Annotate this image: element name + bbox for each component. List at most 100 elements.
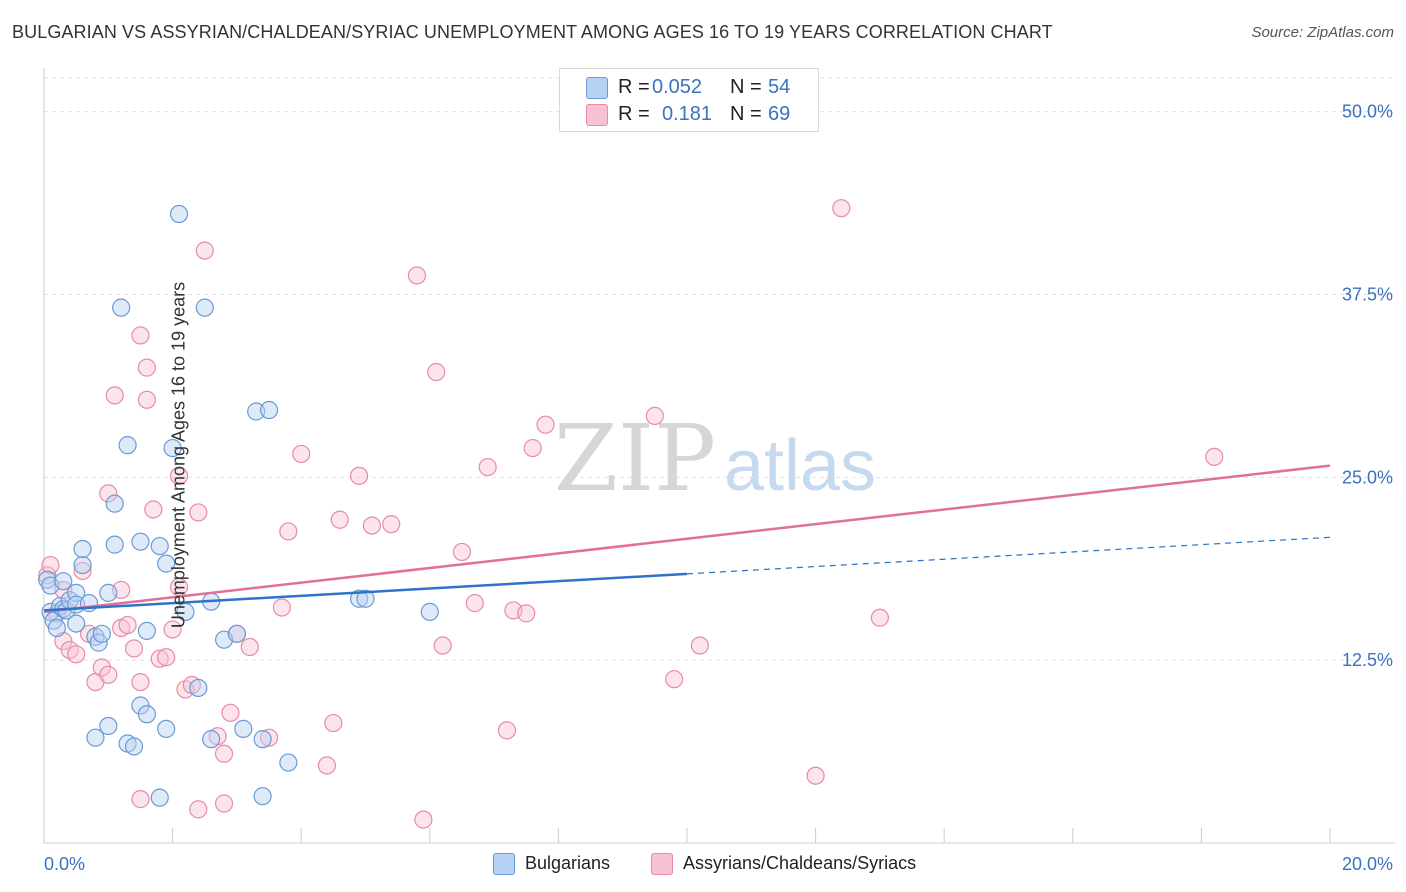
trend-line-bulgarians: [43, 572, 688, 612]
data-point-assyrians[interactable]: [99, 665, 118, 684]
data-point-assyrians[interactable]: [163, 620, 182, 639]
data-point-bulgarians[interactable]: [259, 400, 279, 420]
data-point-bulgarians[interactable]: [47, 618, 66, 638]
data-point-assyrians[interactable]: [73, 561, 92, 581]
data-point-assyrians[interactable]: [523, 438, 542, 458]
data-point-assyrians[interactable]: [349, 466, 369, 485]
trend-line-assyrians: [43, 464, 1331, 614]
data-point-assyrians[interactable]: [279, 522, 298, 541]
data-point-bulgarians[interactable]: [105, 494, 124, 513]
data-point-assyrians[interactable]: [221, 703, 240, 722]
data-point-assyrians[interactable]: [259, 728, 279, 747]
data-point-assyrians[interactable]: [157, 648, 176, 667]
y-tick-label: 37.5%: [1342, 284, 1393, 304]
data-point-assyrians[interactable]: [414, 810, 433, 829]
data-point-assyrians[interactable]: [1205, 447, 1224, 466]
data-point-bulgarians[interactable]: [38, 570, 57, 589]
data-point-bulgarians[interactable]: [195, 298, 214, 317]
data-point-bulgarians[interactable]: [420, 602, 439, 621]
data-point-assyrians[interactable]: [131, 790, 150, 809]
data-point-assyrians[interactable]: [92, 658, 111, 677]
data-point-assyrians[interactable]: [317, 756, 337, 775]
data-point-bulgarians[interactable]: [356, 589, 375, 608]
data-point-assyrians[interactable]: [137, 358, 156, 377]
data-point-bulgarians[interactable]: [99, 716, 118, 736]
data-point-bulgarians[interactable]: [131, 532, 150, 551]
data-point-assyrians[interactable]: [38, 566, 57, 585]
data-point-assyrians[interactable]: [118, 615, 137, 635]
data-point-bulgarians[interactable]: [99, 583, 118, 602]
data-point-bulgarians[interactable]: [189, 678, 208, 698]
x-tick-label-max: 20.0%: [1342, 854, 1393, 874]
data-point-assyrians[interactable]: [131, 673, 150, 692]
data-point-assyrians[interactable]: [105, 386, 124, 405]
data-point-assyrians[interactable]: [330, 510, 349, 529]
data-point-assyrians[interactable]: [407, 266, 427, 285]
data-point-bulgarians[interactable]: [137, 621, 156, 641]
data-point-assyrians[interactable]: [214, 794, 234, 813]
data-point-bulgarians[interactable]: [349, 589, 369, 608]
legend-series: Bulgarians Assyrians/Chaldeans/Syriacs: [0, 852, 1406, 876]
data-point-assyrians[interactable]: [427, 362, 446, 382]
data-point-bulgarians[interactable]: [73, 555, 92, 575]
data-point-assyrians[interactable]: [690, 636, 709, 655]
data-point-assyrians[interactable]: [272, 598, 292, 617]
data-point-assyrians[interactable]: [870, 608, 890, 627]
data-point-bulgarians[interactable]: [163, 438, 182, 458]
data-point-bulgarians[interactable]: [54, 572, 73, 591]
data-point-bulgarians[interactable]: [137, 705, 156, 724]
data-point-bulgarians[interactable]: [253, 787, 272, 806]
data-point-assyrians[interactable]: [131, 326, 150, 345]
data-point-bulgarians[interactable]: [253, 730, 272, 749]
data-point-assyrians[interactable]: [214, 744, 234, 763]
data-point-assyrians[interactable]: [292, 444, 311, 464]
data-point-assyrians[interactable]: [144, 500, 163, 519]
data-point-bulgarians[interactable]: [118, 436, 137, 455]
data-point-bulgarians[interactable]: [124, 737, 144, 756]
data-point-assyrians[interactable]: [150, 649, 169, 668]
data-point-assyrians[interactable]: [433, 636, 452, 655]
data-point-assyrians[interactable]: [240, 637, 259, 657]
data-point-bulgarians[interactable]: [73, 539, 92, 559]
data-point-assyrians[interactable]: [465, 594, 484, 613]
data-point-bulgarians[interactable]: [105, 535, 124, 554]
data-point-assyrians[interactable]: [497, 721, 517, 740]
data-point-assyrians[interactable]: [362, 516, 382, 535]
data-point-bulgarians[interactable]: [92, 624, 111, 643]
y-tick-label: 25.0%: [1342, 467, 1393, 487]
data-point-assyrians[interactable]: [832, 199, 851, 218]
data-point-assyrians[interactable]: [169, 466, 189, 485]
data-point-assyrians[interactable]: [67, 645, 86, 664]
data-point-bulgarians[interactable]: [279, 753, 298, 772]
data-point-assyrians[interactable]: [517, 604, 536, 623]
data-point-assyrians[interactable]: [536, 415, 555, 434]
data-point-assyrians[interactable]: [189, 503, 208, 522]
data-point-assyrians[interactable]: [41, 555, 60, 575]
data-point-bulgarians[interactable]: [112, 298, 131, 317]
data-point-assyrians[interactable]: [324, 713, 343, 733]
data-point-assyrians[interactable]: [195, 241, 214, 260]
data-point-bulgarians[interactable]: [227, 624, 246, 643]
data-point-bulgarians[interactable]: [86, 728, 105, 747]
x-tick-label-min: 0.0%: [44, 854, 85, 874]
data-point-assyrians[interactable]: [452, 542, 472, 562]
grid-layer: [44, 77, 1395, 661]
data-point-bulgarians[interactable]: [202, 730, 221, 749]
data-point-bulgarians[interactable]: [157, 719, 176, 739]
data-point-bulgarians[interactable]: [234, 719, 253, 739]
trend-line-bulgarians-extension: [686, 536, 1331, 575]
data-point-assyrians[interactable]: [478, 457, 497, 477]
data-point-assyrians[interactable]: [665, 670, 684, 689]
data-point-assyrians[interactable]: [99, 484, 118, 503]
data-point-bulgarians[interactable]: [169, 204, 189, 224]
data-point-bulgarians[interactable]: [150, 788, 169, 807]
data-point-assyrians[interactable]: [189, 800, 208, 819]
data-point-assyrians[interactable]: [137, 390, 156, 409]
data-point-assyrians[interactable]: [382, 515, 401, 534]
data-point-assyrians[interactable]: [124, 639, 144, 658]
data-point-assyrians[interactable]: [645, 406, 664, 425]
data-point-bulgarians[interactable]: [67, 614, 86, 633]
data-point-assyrians[interactable]: [806, 766, 825, 785]
data-point-bulgarians[interactable]: [157, 554, 176, 573]
data-point-bulgarians[interactable]: [150, 536, 169, 556]
